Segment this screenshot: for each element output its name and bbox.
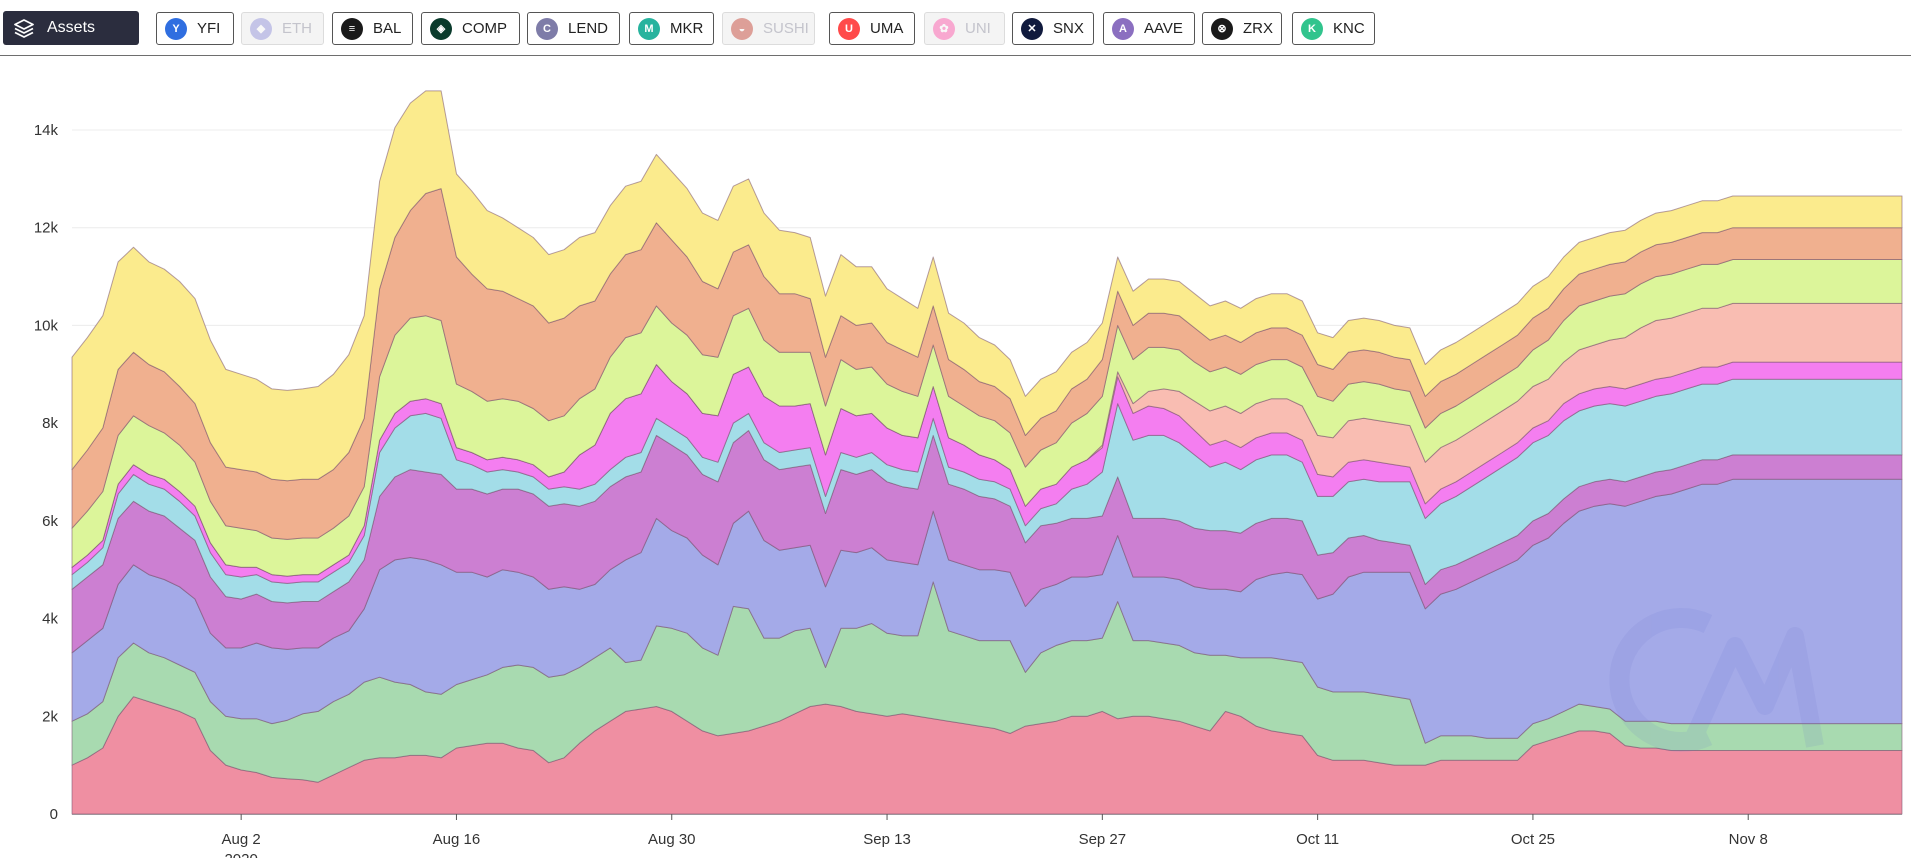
asset-chip-label: ZRX — [1243, 20, 1273, 37]
bal-icon: ≡ — [341, 17, 363, 40]
x-tick-label: Aug 30 — [648, 831, 696, 848]
x-tick-label: Aug 2 — [222, 831, 261, 848]
assets-label: Assets — [47, 19, 96, 36]
zrx-icon: ⊗ — [1211, 17, 1233, 40]
stacked-area-chart: 0 2k 4k 6k 8k 10k 12k 14k Aug 2 2020 Aug 16 Aug 30… — [34, 90, 1903, 858]
asset-chip-yfi[interactable]: Y YFI — [156, 12, 234, 45]
asset-chip-label: AAVE — [1144, 20, 1183, 37]
knc-icon: K — [1301, 17, 1323, 40]
asset-chip-bal[interactable]: ≡ BAL — [332, 12, 413, 45]
uma-icon: U — [838, 17, 860, 40]
y-tick-label: 14k — [34, 122, 59, 139]
eth-icon: ◆ — [250, 17, 272, 40]
y-tick-label: 8k — [42, 415, 58, 432]
snx-icon: ✕ — [1021, 17, 1043, 40]
asset-chip-label: BAL — [373, 20, 402, 37]
y-tick-label: 4k — [42, 611, 58, 628]
asset-chip-label: LEND — [568, 20, 609, 37]
asset-chip-label: MKR — [670, 20, 704, 37]
x-tick-sublabel: 2020 — [224, 851, 257, 858]
area-series — [71, 90, 1903, 815]
lend-icon: C — [536, 17, 558, 40]
asset-chip-zrx[interactable]: ⊗ ZRX — [1202, 12, 1282, 45]
asset-chip-label: ETH — [282, 20, 312, 37]
asset-chip-label: SNX — [1053, 20, 1084, 37]
x-tick-label: Oct 11 — [1296, 831, 1339, 848]
y-axis: 0 2k 4k 6k 8k 10k 12k 14k — [34, 122, 59, 823]
watermark-logo — [1609, 608, 1824, 752]
yfi-icon: Y — [165, 17, 187, 40]
asset-chip-label: KNC — [1333, 20, 1365, 37]
asset-chip-label: COMP — [462, 20, 507, 37]
asset-toolbar: Assets Y YFI ◆ ETH ≡ BAL ◈ COMP C LEND M MKR ◒ SUSHI U… — [0, 0, 1911, 56]
asset-chip-uma[interactable]: U UMA — [829, 12, 915, 45]
comp-icon: ◈ — [430, 17, 452, 40]
asset-chip-comp[interactable]: ◈ COMP — [421, 12, 520, 45]
x-tick-label: Oct 25 — [1511, 831, 1555, 848]
asset-chip-lend[interactable]: C LEND — [527, 12, 620, 45]
layers-icon — [14, 19, 34, 38]
uni-icon: ✿ — [933, 17, 955, 40]
x-axis: Aug 2 2020 Aug 16 Aug 30 Sep 13 Sep 27 Oct 11 O… — [222, 814, 1768, 858]
y-tick-label: 6k — [42, 513, 58, 530]
x-tick-label: Nov 8 — [1729, 831, 1768, 848]
y-tick-label: 2k — [42, 708, 58, 725]
x-tick-label: Aug 16 — [433, 831, 481, 848]
asset-chip-eth[interactable]: ◆ ETH — [241, 12, 324, 45]
y-tick-label: 0 — [50, 806, 58, 823]
asset-chip-sushi[interactable]: ◒ SUSHI — [722, 12, 815, 45]
y-tick-label: 10k — [34, 317, 59, 334]
asset-chip-knc[interactable]: K KNC — [1292, 12, 1375, 45]
asset-chip-label: UNI — [965, 20, 991, 37]
asset-chip-label: UMA — [870, 20, 904, 37]
aave-icon: A — [1112, 17, 1134, 40]
area-series-10 — [71, 90, 1903, 482]
sushi-icon: ◒ — [731, 17, 753, 40]
assets-button[interactable]: Assets — [3, 11, 139, 45]
y-tick-label: 12k — [34, 220, 59, 237]
asset-chip-label: YFI — [197, 20, 221, 37]
asset-chip-aave[interactable]: A AAVE — [1103, 12, 1195, 45]
asset-chip-uni[interactable]: ✿ UNI — [924, 12, 1005, 45]
mkr-icon: M — [638, 17, 660, 40]
x-tick-label: Sep 13 — [863, 831, 911, 848]
asset-chip-mkr[interactable]: M MKR — [629, 12, 714, 45]
asset-chip-snx[interactable]: ✕ SNX — [1012, 12, 1094, 45]
x-tick-label: Sep 27 — [1079, 831, 1127, 848]
asset-chip-label: SUSHI — [763, 20, 809, 37]
